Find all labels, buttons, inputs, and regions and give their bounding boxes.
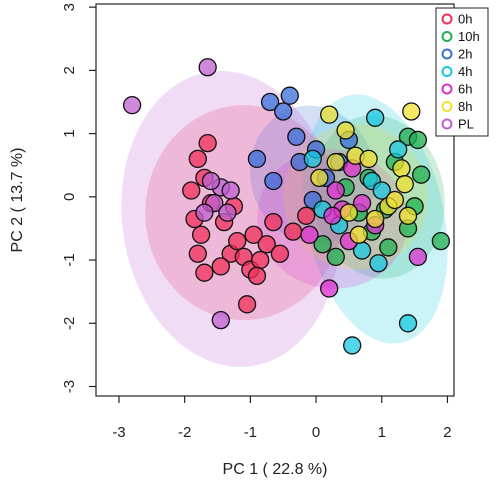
point-2h-2 (287, 127, 306, 146)
point-10h-11 (313, 235, 332, 254)
point-pl-0 (122, 96, 142, 115)
y-tick-label: 0 (61, 193, 78, 201)
point-6h-0 (320, 279, 339, 298)
point-0h-16 (237, 295, 257, 314)
point-0h-22 (283, 222, 303, 241)
point-0h-23 (297, 206, 316, 225)
point-4h-8 (303, 149, 322, 169)
point-2h-1 (274, 102, 293, 121)
data-points (122, 58, 451, 355)
plot-frame (95, 3, 455, 397)
point-4h-0 (343, 336, 362, 355)
point-6h-1 (300, 225, 319, 244)
legend-marker-pl (441, 118, 453, 130)
y-tick-label: 2 (61, 66, 78, 74)
point-2h-10 (280, 86, 299, 105)
point-8h-13 (310, 168, 329, 188)
point-8h-5 (392, 159, 411, 178)
legend-marker-6h (441, 83, 453, 95)
point-pl-1 (198, 58, 217, 77)
point-8h-1 (336, 121, 355, 140)
point-0h-5 (191, 225, 211, 244)
y-tick-label: -3 (61, 380, 78, 393)
legend-marker-8h (441, 101, 453, 112)
point-0h-20 (264, 212, 283, 232)
point-4h-2 (369, 254, 388, 273)
y-tick-label: 3 (61, 3, 78, 11)
legend-marker-2h (441, 48, 453, 60)
legend-label-2h: 2h (458, 47, 472, 62)
point-0h-0 (188, 149, 207, 169)
legend-marker-10h (441, 31, 453, 42)
point-2h-0 (260, 92, 280, 112)
point-0h-17 (211, 257, 230, 276)
legend-label-8h: 8h (458, 99, 472, 114)
point-2h-3 (247, 149, 267, 169)
point-8h-14 (385, 190, 405, 210)
point-0h-6 (188, 244, 207, 263)
point-10h-6 (379, 238, 398, 257)
point-0h-11 (228, 231, 247, 251)
point-8h-9 (366, 209, 385, 229)
point-6h-9 (323, 206, 342, 225)
y-tick-label: -1 (61, 253, 78, 266)
point-pl-6 (211, 310, 230, 330)
point-0h-13 (251, 250, 270, 270)
x-axis-title: PC 1 ( 22.8 %) (223, 461, 328, 478)
x-tick-label: 1 (378, 424, 386, 441)
legend-marker-4h (441, 66, 453, 77)
y-axis-title: PC 2 ( 13.7 %) (9, 148, 26, 253)
point-4h-9 (389, 140, 408, 159)
point-8h-4 (402, 102, 421, 121)
point-4h-4 (366, 108, 385, 127)
point-8h-0 (320, 105, 339, 124)
point-0h-21 (270, 244, 290, 263)
point-6h-3 (326, 181, 345, 200)
legend-label-10h: 10h (458, 29, 480, 44)
point-10h-2 (412, 165, 431, 184)
point-0h-7 (195, 263, 214, 282)
point-8h-8 (398, 206, 418, 225)
point-6h-6 (408, 247, 428, 267)
point-pl-5 (218, 203, 237, 222)
legend-marker-0h (441, 13, 453, 25)
point-8h-6 (395, 175, 414, 194)
point-0h-15 (257, 235, 276, 254)
point-4h-10 (372, 181, 391, 200)
point-10h-1 (408, 130, 428, 150)
legend-label-6h: 6h (458, 82, 472, 97)
y-tick-label: -2 (61, 317, 78, 330)
x-tick-label: -1 (244, 424, 257, 441)
point-8h-11 (339, 203, 359, 222)
x-tick-label: -2 (178, 424, 191, 441)
point-0h-2 (182, 181, 201, 200)
point-10h-5 (431, 231, 451, 251)
point-6h-5 (352, 194, 372, 213)
point-pl-8 (195, 203, 214, 222)
point-10h-10 (326, 247, 345, 267)
point-8h-10 (349, 225, 368, 244)
x-tick-label: -3 (112, 424, 125, 441)
x-tick-label: 2 (443, 424, 451, 441)
point-0h-14 (244, 225, 263, 244)
point-8h-12 (326, 152, 345, 172)
legend-label-pl: PL (458, 117, 474, 132)
point-8h-3 (359, 149, 378, 169)
x-axis: -3 -2 -1 0 1 2 (112, 396, 452, 441)
legend-box (435, 7, 489, 137)
y-axis: -3 -2 -1 0 1 2 3 (61, 3, 96, 393)
point-pl-3 (221, 181, 240, 200)
point-pl-7 (201, 171, 221, 191)
y-tick-label: 1 (61, 129, 78, 137)
legend: 0h 10h 2h 4h 6h 8h PL (435, 7, 489, 137)
point-4h-1 (398, 314, 418, 333)
point-0h-19 (198, 133, 217, 153)
x-tick-label: 0 (312, 424, 320, 441)
point-2h-4 (264, 171, 283, 191)
legend-label-0h: 0h (458, 12, 472, 27)
legend-label-4h: 4h (458, 64, 472, 79)
point-0h-24 (247, 266, 267, 286)
